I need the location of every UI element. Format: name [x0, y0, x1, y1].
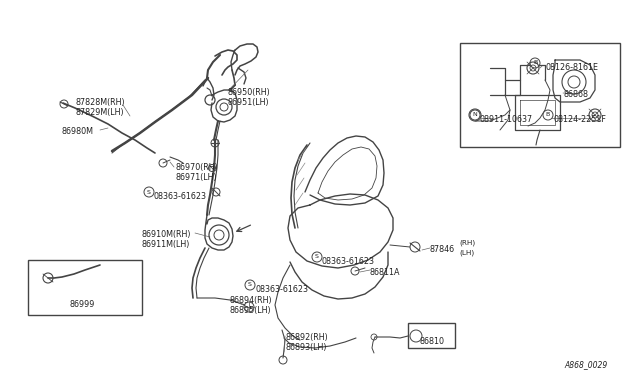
Text: 08126-8161E: 08126-8161E [545, 63, 598, 72]
Text: A868_0029: A868_0029 [564, 360, 608, 369]
Text: 86950(RH): 86950(RH) [228, 88, 271, 97]
Text: S: S [248, 282, 252, 288]
Text: B: B [533, 61, 537, 65]
Text: 86894(RH): 86894(RH) [230, 296, 273, 305]
Text: (RH): (RH) [459, 240, 475, 247]
Text: 87846: 87846 [430, 245, 455, 254]
Circle shape [312, 252, 322, 262]
Text: 86999: 86999 [69, 300, 95, 309]
Circle shape [530, 58, 540, 68]
Text: 86892(RH): 86892(RH) [285, 333, 328, 342]
Text: 08124-2251F: 08124-2251F [553, 115, 606, 124]
Circle shape [470, 110, 480, 120]
Text: S: S [315, 254, 319, 260]
Text: 86895(LH): 86895(LH) [230, 306, 271, 315]
Text: 86980M: 86980M [62, 127, 94, 136]
Circle shape [144, 187, 154, 197]
Circle shape [543, 110, 553, 120]
Text: 87828M(RH): 87828M(RH) [75, 98, 125, 107]
Text: N: N [472, 112, 477, 118]
Text: 87829M(LH): 87829M(LH) [75, 108, 124, 117]
Text: 08911-10637: 08911-10637 [480, 115, 533, 124]
Text: 86971(LH): 86971(LH) [175, 173, 216, 182]
Text: 08363-61623: 08363-61623 [322, 257, 375, 266]
Text: 86911M(LH): 86911M(LH) [142, 240, 190, 249]
Text: 86868: 86868 [564, 90, 589, 99]
Circle shape [245, 280, 255, 290]
Text: 08363-61623: 08363-61623 [255, 285, 308, 294]
Text: S: S [147, 189, 151, 195]
Text: (LH): (LH) [459, 250, 474, 257]
Text: 86810: 86810 [420, 337, 445, 346]
Text: 08363-61623: 08363-61623 [154, 192, 207, 201]
Text: 86811A: 86811A [370, 268, 401, 277]
Text: 86951(LH): 86951(LH) [228, 98, 269, 107]
Text: 86970(RH): 86970(RH) [175, 163, 218, 172]
Text: 86910M(RH): 86910M(RH) [142, 230, 191, 239]
Text: B: B [546, 112, 550, 118]
Text: 86893(LH): 86893(LH) [285, 343, 326, 352]
